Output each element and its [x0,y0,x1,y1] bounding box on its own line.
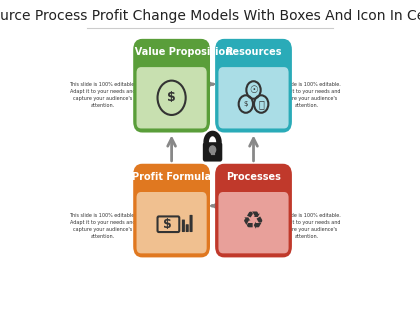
Circle shape [210,146,215,153]
FancyBboxPatch shape [215,164,292,257]
Text: This slide is 100% editable.
Adapt it to your needs and
capture your audience's
: This slide is 100% editable. Adapt it to… [69,82,136,108]
FancyBboxPatch shape [218,192,289,253]
Text: Profit Formula: Profit Formula [132,172,211,182]
FancyBboxPatch shape [133,39,210,133]
Text: ⌛: ⌛ [258,99,264,109]
FancyBboxPatch shape [136,192,207,253]
FancyBboxPatch shape [186,224,189,232]
FancyBboxPatch shape [203,142,222,162]
FancyBboxPatch shape [215,39,292,133]
FancyBboxPatch shape [133,164,210,257]
Text: Processes: Processes [226,172,281,182]
Text: $: $ [244,101,248,107]
Text: $: $ [163,218,172,231]
FancyBboxPatch shape [189,215,193,232]
Text: Resources: Resources [225,47,282,57]
Text: ♻: ♻ [242,211,265,235]
Text: $: $ [167,91,176,104]
Text: This slide is 100% editable.
Adapt it to your needs and
capture your audience's
: This slide is 100% editable. Adapt it to… [69,213,136,239]
FancyBboxPatch shape [218,67,289,129]
FancyBboxPatch shape [182,220,185,232]
Text: Resource Process Profit Change Models With Boxes And Icon In Center: Resource Process Profit Change Models Wi… [0,9,420,23]
Text: This slide is 100% editable.
Adapt it to your needs and
capture your audience's
: This slide is 100% editable. Adapt it to… [274,213,341,239]
Text: ☉: ☉ [249,85,258,95]
Text: This slide is 100% editable.
Adapt it to your needs and
capture your audience's
: This slide is 100% editable. Adapt it to… [274,82,341,108]
Text: The Value Proposition: The Value Proposition [111,47,232,57]
FancyBboxPatch shape [136,67,207,129]
